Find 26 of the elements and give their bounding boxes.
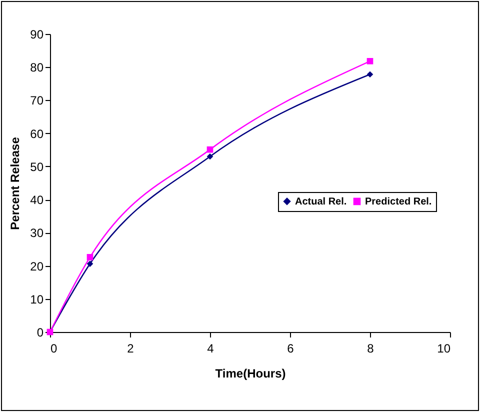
- y-tick-label: 30: [30, 226, 44, 240]
- y-tick-label: 70: [30, 94, 44, 108]
- point: [86, 260, 94, 267]
- legend-label: Actual Rel.: [295, 196, 347, 208]
- y-tick-label: 0: [36, 326, 44, 340]
- point: [206, 146, 214, 153]
- point: [366, 58, 374, 64]
- x-tick-label: 8: [367, 342, 374, 356]
- x-axis-title: Time(Hours): [215, 366, 286, 380]
- point: [86, 254, 94, 260]
- y-tick-label: 10: [30, 292, 44, 306]
- x-tick-label: 6: [287, 342, 294, 356]
- y-tick-label: 80: [30, 60, 44, 75]
- x-tick-label: 2: [127, 342, 134, 356]
- point: [206, 153, 214, 160]
- y-tick-label: 20: [30, 259, 44, 274]
- y-tick-label: 40: [30, 193, 44, 208]
- y-tick-label: 60: [30, 126, 44, 141]
- y-tick-label: 90: [30, 28, 44, 42]
- y-axis-title: Percent Release: [8, 136, 22, 230]
- x-tick-label: 4: [207, 342, 214, 356]
- x-tick-label: 0: [50, 342, 58, 356]
- y-tick-label: 50: [30, 160, 44, 174]
- point: [366, 71, 374, 78]
- x-tick-label: 10: [437, 342, 451, 356]
- legend-label: Predicted Rel.: [365, 196, 432, 208]
